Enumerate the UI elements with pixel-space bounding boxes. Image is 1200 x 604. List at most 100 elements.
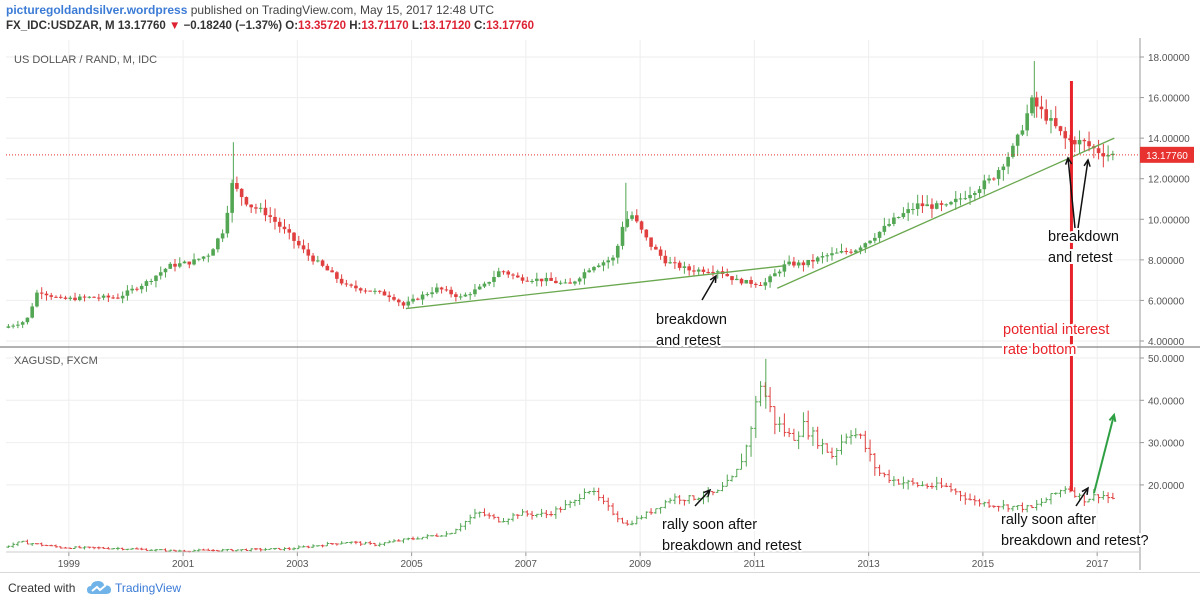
arrow-head (1108, 412, 1117, 423)
usdzar-candle-body (92, 296, 96, 298)
usdzar-candle-body (877, 231, 882, 238)
usdzar-candle-body (1015, 134, 1020, 146)
usdzar-candle-body (782, 264, 787, 272)
annotation-text: breakdown and retest? (1001, 533, 1149, 549)
usdzar-candle-body (1101, 153, 1106, 157)
y-tick-label: 30.0000 (1148, 439, 1185, 450)
usdzar-candle-body (430, 292, 434, 295)
usdzar-candle-body (58, 296, 63, 298)
usdzar-candle-body (330, 270, 334, 273)
usdzar-candle-body (206, 255, 211, 257)
usdzar-candle-body (825, 255, 830, 257)
usdzar-candle-body (301, 245, 306, 250)
usdzar-candle-body (977, 189, 982, 193)
usdzar-candle-body (258, 207, 263, 209)
arrow-head (703, 488, 712, 497)
usdzar-candle-body (11, 325, 15, 327)
usdzar-candle-body (725, 274, 730, 277)
usdzar-candle-body (930, 204, 934, 209)
chart-area[interactable]: 13.17760 4.00000 6.00000 8.00000 10.00000 12.… (0, 38, 1200, 572)
usdzar-candle-body (458, 296, 463, 298)
usdzar-candle-body (325, 265, 330, 271)
tradingview-cloud-icon (87, 581, 111, 594)
last-price-label-bg (1140, 146, 1194, 163)
usdzar-candle-body (806, 259, 810, 266)
x-tick-label: 2005 (400, 559, 423, 570)
usdzar-candle-body (144, 281, 149, 286)
usdzar-candle-body (35, 292, 39, 307)
usdzar-candle-body (573, 281, 577, 284)
usdzar-candle-body (649, 237, 653, 247)
brand-link[interactable]: picturegoldandsilver.wordpress (6, 3, 188, 17)
arrow-head (709, 274, 717, 284)
usdzar-candle-body (173, 263, 177, 267)
y-tick-label: 4.00000 (1148, 337, 1185, 348)
annotation-text: breakdown and retest (662, 538, 801, 554)
usdzar-candle-body (273, 216, 277, 222)
usdzar-candle-body (311, 255, 315, 262)
usdzar-candle-body (373, 290, 377, 292)
usdzar-candle-body (906, 209, 910, 214)
x-tick-label: 2003 (286, 559, 309, 570)
usdzar-candle-body (1058, 126, 1063, 132)
usdzar-candle-body (587, 270, 591, 273)
usdzar-candle-body (358, 288, 363, 291)
usdzar-candle-body (987, 178, 991, 181)
usdzar-candle-body (439, 287, 444, 290)
usdzar-candle-body (973, 192, 977, 195)
usdzar-candle-body (1072, 140, 1077, 145)
usdzar-candle-body (487, 281, 492, 284)
usdzar-candle-body (811, 259, 815, 262)
usdzar-candle-body (277, 221, 282, 227)
usdzar-candle-body (592, 267, 596, 271)
usdzar-candle-body (934, 203, 939, 209)
usdzar-candle-body (868, 240, 872, 244)
y-tick-label: 10.00000 (1148, 215, 1190, 226)
trendline (405, 265, 784, 310)
usdzar-candle-body (349, 284, 353, 286)
usdzar-candle-body (711, 271, 715, 273)
usdzar-candle-body (435, 287, 439, 293)
usdzar-candle-body (1006, 156, 1010, 167)
usdzar-candle-body (235, 183, 239, 189)
usdzar-candle-body (49, 295, 54, 297)
usdzar-candle-body (201, 256, 206, 259)
usdzar-candle-body (834, 252, 839, 254)
usdzar-candle-body (792, 261, 796, 266)
usdzar-candle-body (63, 297, 68, 299)
usdzar-candle-body (939, 203, 944, 205)
usdzar-candle-body (1053, 118, 1058, 127)
usdzar-candle-body (1025, 113, 1029, 131)
usdzar-candle-body (796, 262, 801, 266)
tradingview-link[interactable]: TradingView (115, 581, 182, 595)
usdzar-candle-body (858, 247, 863, 251)
usdzar-candle-body (1044, 109, 1049, 121)
usdzar-candle-body (125, 290, 130, 296)
usdzar-candle-body (1020, 130, 1025, 135)
usdzar-candle-body (192, 259, 196, 265)
usdzar-candle-body (577, 278, 582, 282)
usdzar-candle-body (344, 283, 349, 285)
usdzar-candle-body (915, 203, 920, 210)
usdzar-candle-body (239, 188, 244, 198)
usdzar-candle-body (625, 218, 630, 227)
usdzar-candle-body (101, 295, 106, 298)
usdzar-candle-body (182, 261, 187, 264)
high-label: H: (349, 20, 362, 32)
usdzar-candle-body (615, 245, 620, 258)
annotation-arrow (1093, 414, 1115, 494)
interest-rate-label: potential interest (1003, 322, 1109, 338)
usdzar-candle-body (87, 296, 92, 298)
usdzar-candle-body (1034, 97, 1039, 107)
annotation-text: breakdown (656, 312, 727, 328)
usdzar-candle-body (996, 170, 1001, 179)
usdzar-candle-body (953, 198, 958, 203)
usdzar-candle-body (668, 262, 672, 264)
usdzar-candle-body (211, 249, 215, 256)
last-price-label: 13.17760 (1146, 151, 1188, 162)
usdzar-candle-body (230, 183, 234, 213)
usdzar-candle-body (701, 269, 706, 272)
low-label: L: (411, 20, 423, 32)
y-tick-label: 18.00000 (1148, 53, 1190, 64)
annotation-text: rally soon after (1001, 512, 1096, 528)
